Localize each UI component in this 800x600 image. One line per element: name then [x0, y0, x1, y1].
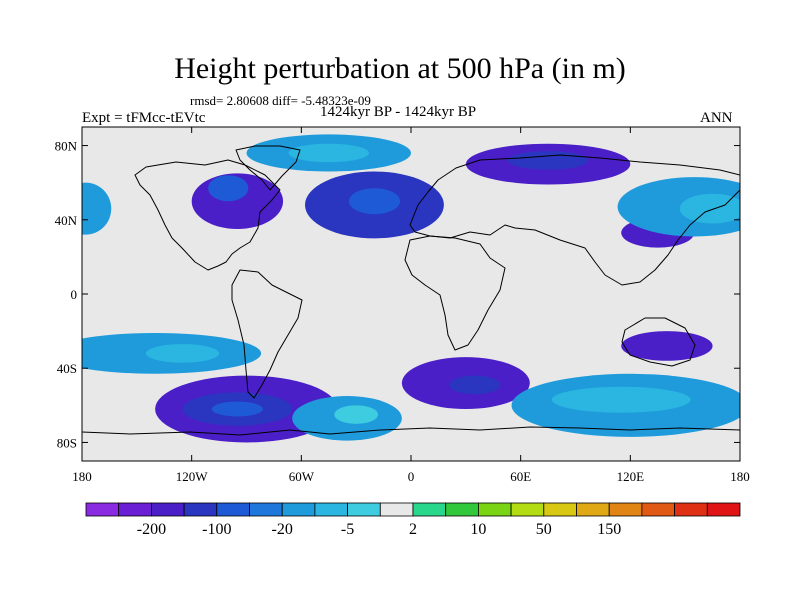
- anomaly-region: [679, 193, 740, 224]
- y-tick-label: 80S: [57, 435, 77, 450]
- period-label: 1424kyr BP - 1424kyr BP: [320, 104, 477, 120]
- experiment-label: Expt = tFMcc-tEVtc: [82, 110, 206, 126]
- colorbar-swatch: [706, 502, 741, 517]
- colorbar-swatch: [85, 502, 120, 517]
- anomaly-region: [621, 331, 713, 361]
- colorbar-swatch: [412, 502, 447, 517]
- colorbar-swatch: [347, 502, 381, 517]
- coastline-eurasia: [409, 154, 740, 286]
- map-axes: 180 120W 60W 0 60E 120E 180 80N 40N 0 40S 80S: [55, 126, 750, 484]
- y-tick-label: 0: [71, 287, 78, 302]
- y-tick-label: 40N: [55, 213, 78, 228]
- coastline-africa: [404, 235, 506, 351]
- colorbar-label: -5: [341, 521, 354, 538]
- colorbar-swatch: [510, 502, 545, 517]
- y-tick-label: 80N: [55, 139, 78, 154]
- colorbar-swatch: [543, 502, 577, 517]
- colorbar-swatch: [477, 502, 512, 517]
- x-tick-label: 0: [408, 469, 415, 484]
- anomaly-region: [211, 401, 263, 417]
- colorbar-label: 150: [597, 521, 621, 538]
- colorbar-swatch: [249, 502, 283, 517]
- anomaly-region: [507, 151, 589, 170]
- coastline-antarctica: [82, 426, 740, 436]
- colorbar-swatch: [150, 502, 185, 517]
- coastline-south-america: [231, 269, 303, 399]
- anomaly-region: [551, 386, 691, 413]
- colorbar-label: -200: [137, 521, 166, 538]
- colorbar-swatch: [216, 502, 250, 517]
- anomaly-region: [145, 344, 220, 363]
- anomaly-region: [348, 188, 401, 215]
- colorbar-swatch: [674, 502, 708, 517]
- x-tick-label: 180: [730, 469, 750, 484]
- colorbar-swatch: [314, 502, 348, 517]
- anomaly-region: [449, 375, 501, 395]
- colorbar-label: 10: [470, 521, 486, 538]
- colorbar: -200 -100 -20 -5 2 10 50 150: [85, 502, 741, 538]
- y-tick-label: 40S: [57, 361, 77, 376]
- anomaly-field: [82, 134, 740, 443]
- x-tick-label: 180: [72, 469, 92, 484]
- x-tick-label: 120E: [617, 469, 645, 484]
- colorbar-swatch: [576, 502, 610, 517]
- coastline-greenland: [235, 145, 301, 191]
- colorbar-swatch: [183, 502, 218, 517]
- colorbar-label: -20: [272, 521, 293, 538]
- colorbar-label: -100: [202, 521, 231, 538]
- anomaly-region: [208, 175, 249, 202]
- colorbar-label: 2: [409, 521, 417, 538]
- stats-label: rmsd= 2.80608 diff= -5.48323e-09: [190, 93, 371, 108]
- coastline-australia: [621, 317, 696, 367]
- colorbar-swatch: [641, 502, 676, 517]
- x-tick-label: 60W: [289, 469, 315, 484]
- colorbar-swatch: [118, 502, 152, 517]
- colorbar-swatch: [281, 502, 316, 517]
- plot-title: Height perturbation at 500 hPa (in m): [174, 52, 626, 85]
- season-label: ANN: [700, 110, 733, 126]
- colorbar-swatch: [445, 502, 479, 517]
- x-tick-label: 120W: [176, 469, 209, 484]
- colorbar-label: 50: [536, 521, 552, 538]
- anomaly-region: [288, 143, 369, 163]
- coastlines: [82, 145, 740, 436]
- anomaly-region: [334, 405, 379, 424]
- x-tick-label: 60E: [510, 469, 531, 484]
- colorbar-swatch: [379, 502, 414, 517]
- colorbar-swatch: [608, 502, 643, 517]
- anomaly-region: [82, 182, 112, 235]
